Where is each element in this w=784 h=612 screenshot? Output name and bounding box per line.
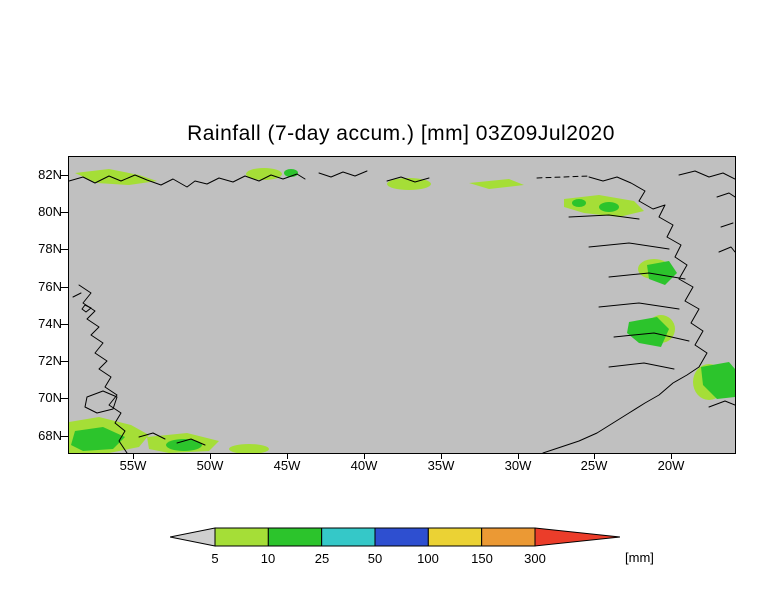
lat-tick-label: 80N xyxy=(38,204,62,219)
colorbar-segment xyxy=(267,527,323,547)
lon-tick-mark xyxy=(441,453,442,459)
coastline-path xyxy=(708,400,735,408)
lat-tick-mark xyxy=(60,436,68,437)
rain-patch xyxy=(469,179,524,189)
rain-patch xyxy=(229,444,269,453)
lon-tick-label: 20W xyxy=(657,458,685,473)
colorbar-segment xyxy=(374,527,429,547)
coastline-path xyxy=(138,432,166,440)
map-area xyxy=(68,156,736,454)
colorbar-tick-label: 25 xyxy=(314,551,330,566)
coastline-path xyxy=(72,292,82,298)
coastline-path xyxy=(608,272,686,280)
lon-tick-label: 35W xyxy=(427,458,455,473)
lat-tick-label: 82N xyxy=(38,167,62,182)
coastline-path xyxy=(542,176,708,453)
lon-tick-label: 25W xyxy=(580,458,608,473)
coastline-path xyxy=(678,170,735,180)
colorbar-left-arrow xyxy=(169,527,216,547)
coastline-path xyxy=(81,304,92,313)
rain-patch xyxy=(647,261,677,285)
rain-patch xyxy=(71,427,125,451)
lat-tick-mark xyxy=(60,287,68,288)
coastline-path xyxy=(386,176,430,183)
rain-patch xyxy=(246,168,282,180)
rain-patch xyxy=(701,362,735,399)
rain-patch xyxy=(627,317,669,347)
coastline-path xyxy=(608,362,675,370)
colorbar-segment xyxy=(321,527,376,547)
lat-tick-mark xyxy=(60,175,68,176)
lat-tick-mark xyxy=(60,249,68,250)
lat-tick-label: 74N xyxy=(38,316,62,331)
colorbar-right-arrow xyxy=(534,527,621,547)
coastline-path xyxy=(720,222,734,228)
rain-patches-green xyxy=(71,169,735,451)
map-canvas xyxy=(69,157,735,453)
lat-tick-label: 78N xyxy=(38,241,62,256)
colorbar-tick-label: 5 xyxy=(211,551,219,566)
colorbar-segment xyxy=(481,527,536,547)
coastline-path xyxy=(536,175,590,179)
lat-tick-label: 76N xyxy=(38,279,62,294)
coastline-path xyxy=(84,390,118,414)
coastline-path xyxy=(613,332,690,342)
lon-tick-mark xyxy=(210,453,211,459)
coastline-path xyxy=(716,192,735,198)
lon-tick-label: 55W xyxy=(119,458,147,473)
lon-tick-label: 30W xyxy=(504,458,532,473)
rain-patch xyxy=(599,202,619,212)
lon-tick-label: 45W xyxy=(273,458,301,473)
coastline-path xyxy=(568,214,640,220)
lon-tick-mark xyxy=(594,453,595,459)
coastline-path xyxy=(598,302,680,310)
colorbar-segment xyxy=(427,527,483,547)
colorbar-unit-label: [mm] xyxy=(625,550,654,565)
lon-tick-mark xyxy=(364,453,365,459)
chart-title: Rainfall (7-day accum.) [mm] 03Z09Jul202… xyxy=(187,122,615,145)
colorbar xyxy=(169,527,621,547)
lon-tick-mark xyxy=(671,453,672,459)
lon-tick-label: 50W xyxy=(196,458,224,473)
colorbar-segment xyxy=(214,527,269,547)
lat-tick-label: 68N xyxy=(38,428,62,443)
lat-tick-mark xyxy=(60,361,68,362)
colorbar-tick-label: 50 xyxy=(367,551,383,566)
lon-tick-label: 40W xyxy=(350,458,378,473)
lat-tick-label: 72N xyxy=(38,353,62,368)
coastline-path xyxy=(78,284,128,453)
coastlines xyxy=(69,170,735,453)
colorbar-tick-label: 100 xyxy=(417,551,439,566)
colorbar-tick-label: 150 xyxy=(471,551,493,566)
lon-tick-mark xyxy=(287,453,288,459)
lat-tick-mark xyxy=(60,398,68,399)
colorbar-tick-label: 10 xyxy=(260,551,276,566)
rain-patch xyxy=(110,174,138,182)
lat-tick-mark xyxy=(60,324,68,325)
lon-tick-mark xyxy=(133,453,134,459)
colorbar-canvas xyxy=(169,527,621,547)
colorbar-tick-label: 300 xyxy=(524,551,546,566)
coastline-path xyxy=(588,242,670,250)
lon-tick-mark xyxy=(518,453,519,459)
coastline-path xyxy=(69,173,306,188)
lat-tick-mark xyxy=(60,212,68,213)
rain-patch xyxy=(166,439,202,451)
coastline-path xyxy=(718,246,735,253)
coastline-path xyxy=(176,438,206,446)
lat-tick-label: 70N xyxy=(38,390,62,405)
rain-patch xyxy=(572,199,586,207)
coastline-path xyxy=(318,170,368,178)
